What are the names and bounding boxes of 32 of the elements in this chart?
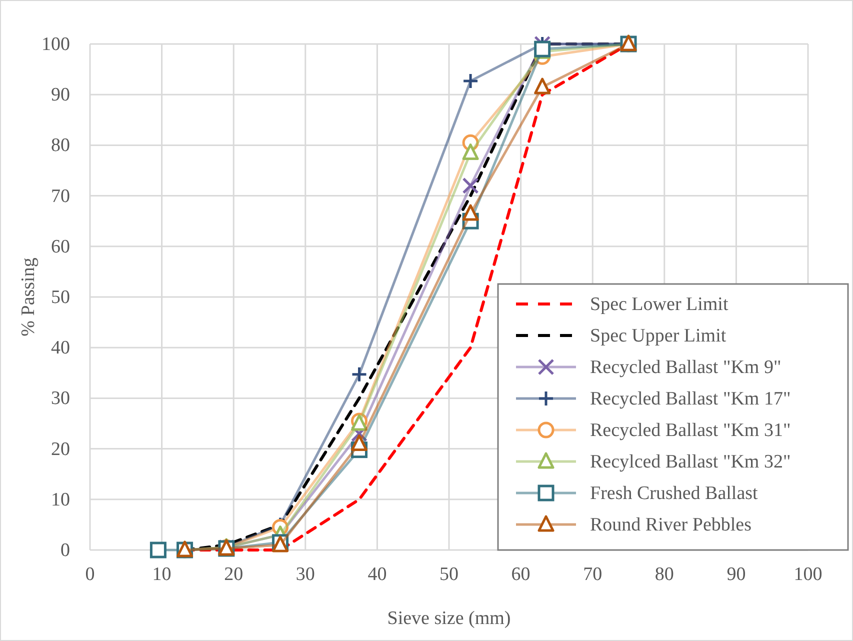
x-tick-label: 50 bbox=[440, 564, 458, 585]
x-tick-label: 100 bbox=[794, 564, 822, 585]
y-tick-label: 10 bbox=[51, 489, 70, 510]
y-tick-label: 100 bbox=[42, 34, 70, 55]
legend-label: Round River Pebbles bbox=[590, 514, 752, 536]
y-tick-label: 90 bbox=[51, 84, 70, 106]
y-tick-label: 0 bbox=[60, 540, 70, 561]
x-tick-label: 80 bbox=[654, 564, 674, 585]
y-axis-title: % Passing bbox=[18, 257, 39, 336]
x-tick-label: 40 bbox=[368, 564, 387, 585]
y-tick-label: 60 bbox=[51, 236, 70, 258]
legend-label: Spec Upper Limit bbox=[590, 326, 727, 346]
x-axis-title: Sieve size (mm) bbox=[387, 608, 511, 629]
y-tick-label: 30 bbox=[51, 388, 70, 410]
y-tick-label: 70 bbox=[51, 186, 70, 207]
legend-label: Recycled Ballast "Km 17" bbox=[590, 388, 791, 410]
legend-label: Spec Lower Limit bbox=[590, 294, 729, 315]
y-tick-label: 50 bbox=[51, 287, 70, 308]
legend-label: Recycled Ballast "Km 31" bbox=[590, 420, 791, 441]
legend-label: Recylced Ballast "Km 32" bbox=[590, 452, 791, 472]
x-tick-label: 0 bbox=[85, 564, 95, 585]
legend-label: Fresh Crushed Ballast bbox=[590, 483, 759, 504]
y-tick-label: 40 bbox=[51, 338, 70, 359]
x-tick-label: 20 bbox=[224, 564, 244, 585]
x-tick-label: 70 bbox=[583, 564, 602, 585]
x-tick-label: 90 bbox=[726, 564, 746, 585]
x-tick-label: 30 bbox=[296, 564, 315, 585]
x-tick-label: 60 bbox=[511, 564, 530, 585]
y-tick-label: 80 bbox=[51, 135, 70, 156]
x-tick-label: 10 bbox=[152, 564, 172, 585]
legend-label: Recycled Ballast "Km 9" bbox=[590, 357, 782, 378]
y-tick-label: 20 bbox=[51, 438, 70, 460]
